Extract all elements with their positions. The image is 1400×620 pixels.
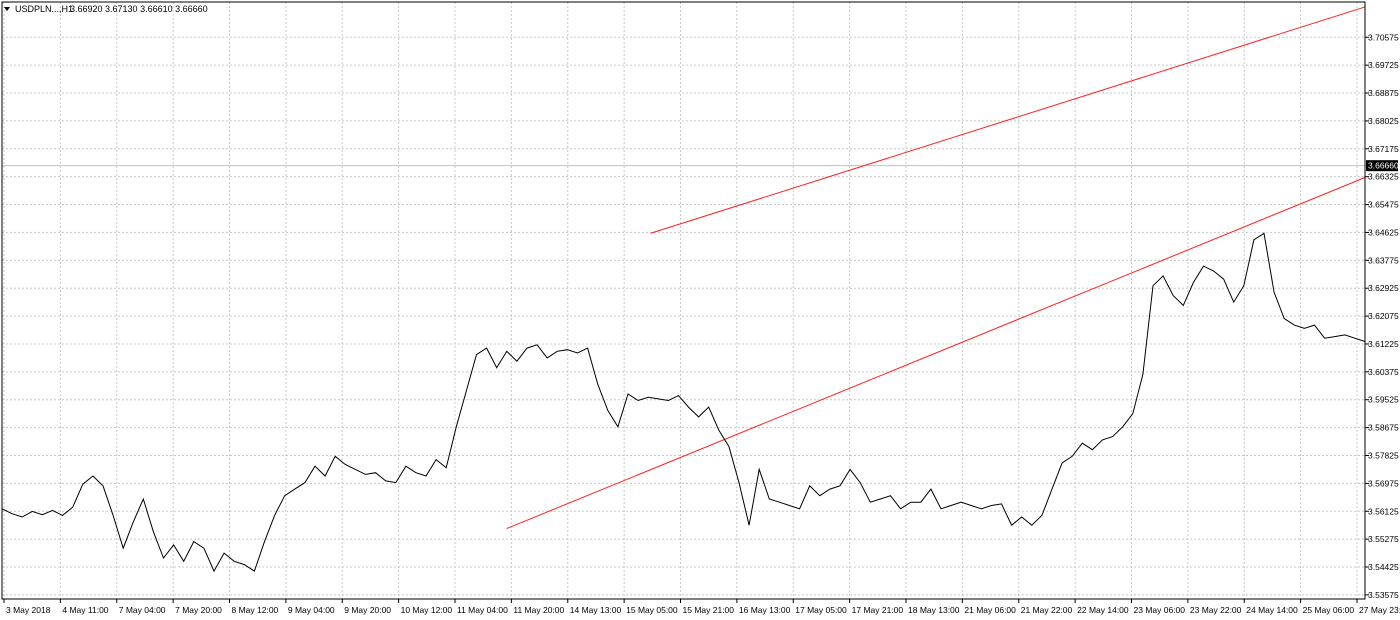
- y-tick-label: 3.62075: [1368, 311, 1399, 321]
- x-tick-label: 11 May 20:00: [513, 605, 564, 615]
- y-tick-label: 3.61225: [1368, 339, 1399, 349]
- x-tick-label: 16 May 13:00: [739, 605, 791, 615]
- x-tick-label: 11 May 04:00: [457, 605, 508, 615]
- y-tick-label: 3.69725: [1368, 60, 1399, 70]
- y-tick-label: 3.54425: [1368, 562, 1399, 572]
- channel-lines: [506, 6, 1366, 529]
- x-tick-label: 9 May 20:00: [344, 605, 391, 615]
- plot-frame: [1, 1, 1366, 600]
- x-tick-label: 10 May 12:00: [401, 605, 453, 615]
- x-tick-label: 24 May 14:00: [1246, 605, 1298, 615]
- y-axis: 3.70575 3.69725 3.68875 3.68025 3.67175 3.663…: [1365, 32, 1399, 600]
- current-price-badge: [1366, 160, 1398, 172]
- y-tick-label: 3.55275: [1368, 534, 1399, 544]
- x-tick-label: 17 May 21:00: [852, 605, 904, 615]
- y-tick-label: 3.63775: [1368, 255, 1399, 265]
- y-tick-label: 3.68025: [1368, 116, 1399, 126]
- grid: [2, 2, 1365, 599]
- x-tick-label: 18 May 13:00: [908, 605, 960, 615]
- y-tick-label: 3.66325: [1368, 172, 1399, 182]
- x-tick-label: 21 May 06:00: [964, 605, 1016, 615]
- y-tick-label: 3.56125: [1368, 506, 1399, 516]
- x-tick-label: 7 May 20:00: [175, 605, 222, 615]
- y-tick-label: 3.60375: [1368, 367, 1399, 377]
- dropdown-triangle-icon: [4, 7, 10, 11]
- y-tick-label: 3.68875: [1368, 88, 1399, 98]
- x-tick-label: 25 May 06:00: [1303, 605, 1355, 615]
- x-tick-label: 23 May 06:00: [1134, 605, 1186, 615]
- y-tick-label: 3.53575: [1368, 590, 1399, 600]
- y-tick-label: 3.67175: [1368, 144, 1399, 154]
- x-tick-label: 23 May 22:00: [1190, 605, 1242, 615]
- x-tick-label: 8 May 12:00: [232, 605, 279, 615]
- y-tick-label: 3.62925: [1368, 283, 1399, 293]
- x-axis: 3 May 2018 4 May 11:00 7 May 04:00 7 May 20…: [3, 599, 1400, 615]
- x-tick-label: 15 May 21:00: [683, 605, 735, 615]
- symbol-label: USDPLN...,H1: [15, 4, 73, 14]
- y-tick-label: 3.70575: [1368, 32, 1399, 42]
- x-tick-label: 21 May 22:00: [1021, 605, 1073, 615]
- channel-line-lower: [506, 177, 1366, 529]
- x-tick-label: 9 May 04:00: [288, 605, 335, 615]
- x-tick-label: 3 May 2018: [6, 605, 51, 615]
- y-tick-label: 3.58675: [1368, 423, 1399, 433]
- y-tick-label: 3.57825: [1368, 450, 1399, 460]
- y-tick-label: 3.64625: [1368, 227, 1399, 237]
- x-tick-label: 7 May 04:00: [119, 605, 166, 615]
- x-tick-label: 17 May 05:00: [795, 605, 847, 615]
- ohlc-values: 3.66920 3.67130 3.66610 3.66660: [70, 4, 208, 14]
- price-series-line: [1, 232, 1366, 573]
- x-tick-label: 4 May 11:00: [62, 605, 108, 615]
- chart-header: USDPLN...,H1 3.66920 3.67130 3.66610 3.6…: [4, 4, 208, 14]
- current-price-label: 3.66660: [1366, 160, 1399, 172]
- x-tick-label: 14 May 13:00: [570, 605, 622, 615]
- x-tick-label: 27 May 23:00: [1359, 605, 1400, 615]
- x-tick-label: 22 May 14:00: [1077, 605, 1129, 615]
- channel-line-upper: [650, 6, 1366, 234]
- y-tick-label: 3.56975: [1368, 478, 1399, 488]
- y-tick-label: 3.59525: [1368, 395, 1399, 405]
- x-tick-label: 15 May 05:00: [626, 605, 678, 615]
- current-price-value: 3.66660: [1368, 161, 1399, 171]
- y-tick-label: 3.65475: [1368, 200, 1399, 210]
